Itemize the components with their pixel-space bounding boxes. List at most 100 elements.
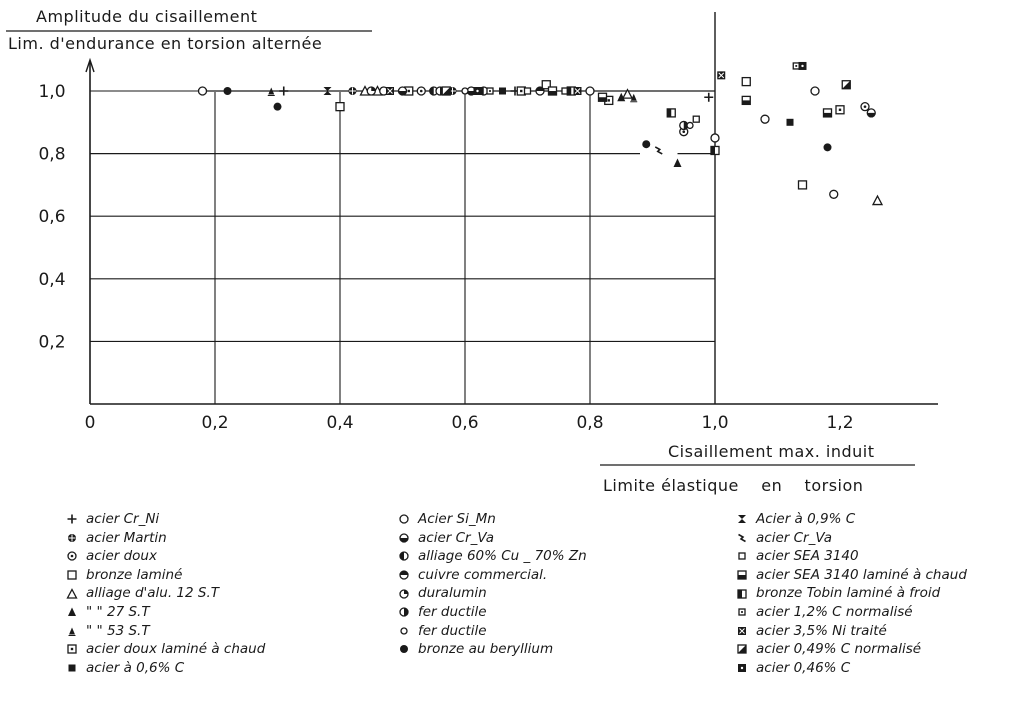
legend-label: acier 3,5% Ni traité (756, 622, 887, 639)
legend-item: acier doux laminé à chaud (66, 640, 265, 659)
legend-label: Acier Si_Mn (418, 511, 496, 527)
data-point (473, 87, 482, 95)
data-point (679, 127, 689, 137)
data-point (621, 88, 634, 99)
legend-item: fer ductile (398, 603, 587, 622)
data-point (499, 87, 506, 95)
legend-label: cuivre commercial. (418, 566, 548, 583)
data-point (279, 86, 289, 96)
legend-marker-icon (398, 643, 410, 655)
data-point (223, 87, 232, 95)
data-point (597, 92, 608, 102)
y-axis-title-denominator: Lim. d'endurance en torsion alternée (8, 34, 322, 53)
x-tick-label: 1,2 (826, 413, 853, 433)
data-point (823, 143, 832, 152)
x-tick-label: 0,4 (326, 413, 353, 433)
y-tick-label: 0,6 (38, 207, 65, 227)
data-point (673, 158, 682, 167)
x-tick-label: 0,6 (451, 413, 478, 433)
legend-item: alliage d'alu. 12 S.T (66, 584, 265, 603)
x-axis-title-denominator: Limite élastique en torsion (603, 476, 863, 495)
legend-label: Acier à 0,9% C (756, 511, 856, 527)
legend-marker-icon (736, 532, 748, 544)
legend-label: acier à 0,6% C (86, 659, 185, 676)
legend-label: acier doux laminé à chaud (86, 641, 266, 658)
legend-label: acier doux (86, 548, 157, 565)
data-point (486, 87, 494, 95)
data-point (642, 140, 651, 149)
data-point (273, 102, 282, 111)
x-tick-labels: 0 0,2 0,4 0,6 0,8 1,0 1,2 (85, 413, 854, 433)
legend-item: acier Martin (66, 529, 265, 548)
legend-marker-icon (736, 643, 748, 655)
data-point (835, 105, 845, 115)
legend-marker-icon (66, 532, 78, 544)
legend-item: acier SEA 3140 (736, 547, 967, 566)
data-point (335, 102, 345, 112)
legend-marker-icon (66, 625, 78, 637)
legend-label: acier Martin (86, 529, 167, 546)
y-tick-label: 0,8 (38, 145, 65, 165)
legend-marker-icon (66, 550, 78, 562)
legend-marker-icon (736, 662, 748, 674)
data-point (267, 87, 275, 96)
data-point (741, 76, 751, 87)
legend-item: acier Cr_Va (736, 529, 967, 548)
data-point (573, 87, 582, 95)
legend-marker-icon (398, 513, 410, 525)
legend-label: " " 53 S.T (86, 622, 150, 639)
legend-item: Acier à 0,9% C (736, 510, 967, 529)
legend-label: alliage 60% Cu _ 70% Zn (418, 548, 587, 565)
data-point (585, 86, 595, 96)
legend-marker-icon (66, 662, 78, 674)
legend-item: bronze laminé (66, 566, 265, 585)
data-point (741, 95, 751, 106)
legend-marker-icon (398, 550, 410, 562)
legend-label: " " 27 S.T (86, 603, 150, 620)
data-point (704, 92, 714, 102)
axes (85, 12, 938, 405)
legend-label: acier Cr_Va (418, 529, 494, 546)
legend-label: duralumin (418, 585, 487, 602)
legend-label: fer ductile (418, 603, 487, 620)
data-point (822, 108, 833, 118)
legend-label: acier Cr_Ni (86, 511, 160, 527)
legend-marker-icon (66, 587, 78, 600)
legend-marker-icon (398, 606, 410, 618)
data-point (666, 108, 676, 118)
data-point (323, 87, 332, 95)
legend-label: fer ductile (418, 622, 487, 639)
legend-marker-icon (66, 569, 78, 581)
y-tick-label: 0,2 (38, 332, 65, 352)
data-point (710, 133, 720, 143)
x-tick-label: 1,0 (701, 413, 728, 433)
data-point (547, 86, 558, 96)
legend-marker-icon (736, 569, 748, 581)
legend-label: acier 0,49% C normalisé (756, 641, 922, 658)
data-point (416, 86, 426, 96)
legend-label: acier 0,46% C (756, 659, 851, 676)
legend-item: acier 3,5% Ni traité (736, 622, 967, 641)
legend-marker-icon (736, 588, 748, 600)
legend-item: acier doux (66, 547, 265, 566)
y-tick-labels: 0,2 0,4 0,6 0,8 1,0 (38, 82, 65, 352)
legend-item: acier 1,2% C normalisé (736, 603, 967, 622)
data-point (710, 145, 720, 156)
x-axis-title-numerator: Cisaillement max. induit (668, 442, 875, 461)
data-point (397, 86, 408, 96)
legend-marker-icon (66, 606, 78, 618)
legend-marker-icon (66, 513, 78, 525)
data-point (871, 194, 884, 206)
legend-label: acier SEA 3140 laminé à chaud (756, 566, 967, 583)
legend-item: bronze au beryllium (398, 640, 587, 659)
data-point (797, 180, 808, 190)
legend-label: acier 1,2% C normalisé (756, 603, 913, 620)
data-point (654, 146, 663, 155)
data-point (441, 86, 451, 96)
data-point (386, 87, 394, 95)
legend-marker-icon (736, 625, 748, 637)
legend-item: fer ductile (398, 622, 587, 641)
